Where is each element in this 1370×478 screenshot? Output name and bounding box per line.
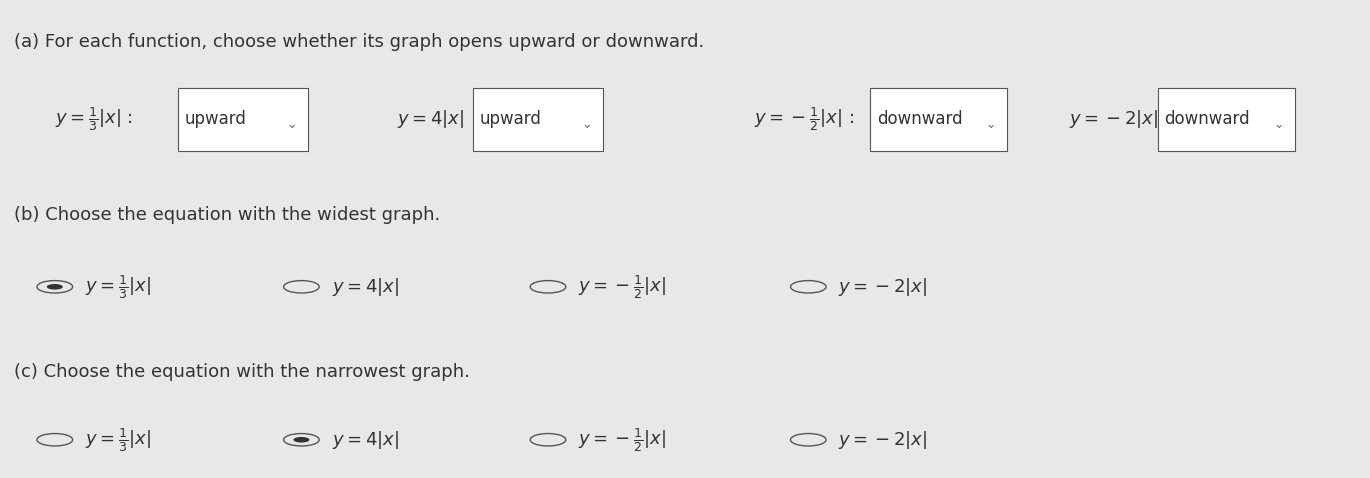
Circle shape: [37, 281, 73, 293]
Text: $y=4|x|$: $y=4|x|$: [332, 429, 399, 451]
Text: ⌄: ⌄: [985, 118, 996, 131]
Text: $y=4|x|$ :: $y=4|x|$ :: [397, 109, 477, 130]
Text: $y=\frac{1}{3}|x|$ :: $y=\frac{1}{3}|x|$ :: [55, 106, 133, 133]
Text: $y=\frac{1}{3}|x|$: $y=\frac{1}{3}|x|$: [85, 426, 151, 454]
Text: downward: downward: [1164, 110, 1249, 129]
Circle shape: [284, 434, 319, 446]
Text: $y=-2|x|$: $y=-2|x|$: [838, 276, 927, 298]
Text: upward: upward: [185, 110, 247, 129]
Text: ⌄: ⌄: [581, 118, 592, 131]
Text: $y=4|x|$: $y=4|x|$: [332, 276, 399, 298]
Circle shape: [284, 281, 319, 293]
Text: downward: downward: [877, 110, 962, 129]
Circle shape: [790, 281, 826, 293]
Text: (b) Choose the equation with the widest graph.: (b) Choose the equation with the widest …: [14, 206, 440, 224]
Text: $y=-\frac{1}{2}|x|$ :: $y=-\frac{1}{2}|x|$ :: [754, 106, 854, 133]
Circle shape: [37, 434, 73, 446]
Circle shape: [530, 281, 566, 293]
FancyBboxPatch shape: [870, 88, 1007, 151]
FancyBboxPatch shape: [473, 88, 603, 151]
Text: $y=-2|x|$ :: $y=-2|x|$ :: [1069, 109, 1170, 130]
FancyBboxPatch shape: [178, 88, 308, 151]
Circle shape: [47, 284, 63, 290]
Text: $y=-2|x|$: $y=-2|x|$: [838, 429, 927, 451]
FancyBboxPatch shape: [1158, 88, 1295, 151]
Circle shape: [530, 434, 566, 446]
Text: upward: upward: [479, 110, 541, 129]
Text: (c) Choose the equation with the narrowest graph.: (c) Choose the equation with the narrowe…: [14, 363, 470, 381]
Text: ⌄: ⌄: [1273, 118, 1284, 131]
Circle shape: [293, 437, 310, 443]
Circle shape: [790, 434, 826, 446]
Text: $y=-\frac{1}{2}|x|$: $y=-\frac{1}{2}|x|$: [578, 273, 666, 301]
Text: ⌄: ⌄: [286, 118, 297, 131]
Text: (a) For each function, choose whether its graph opens upward or downward.: (a) For each function, choose whether it…: [14, 33, 704, 52]
Text: $y=\frac{1}{3}|x|$: $y=\frac{1}{3}|x|$: [85, 273, 151, 301]
Text: $y=-\frac{1}{2}|x|$: $y=-\frac{1}{2}|x|$: [578, 426, 666, 454]
